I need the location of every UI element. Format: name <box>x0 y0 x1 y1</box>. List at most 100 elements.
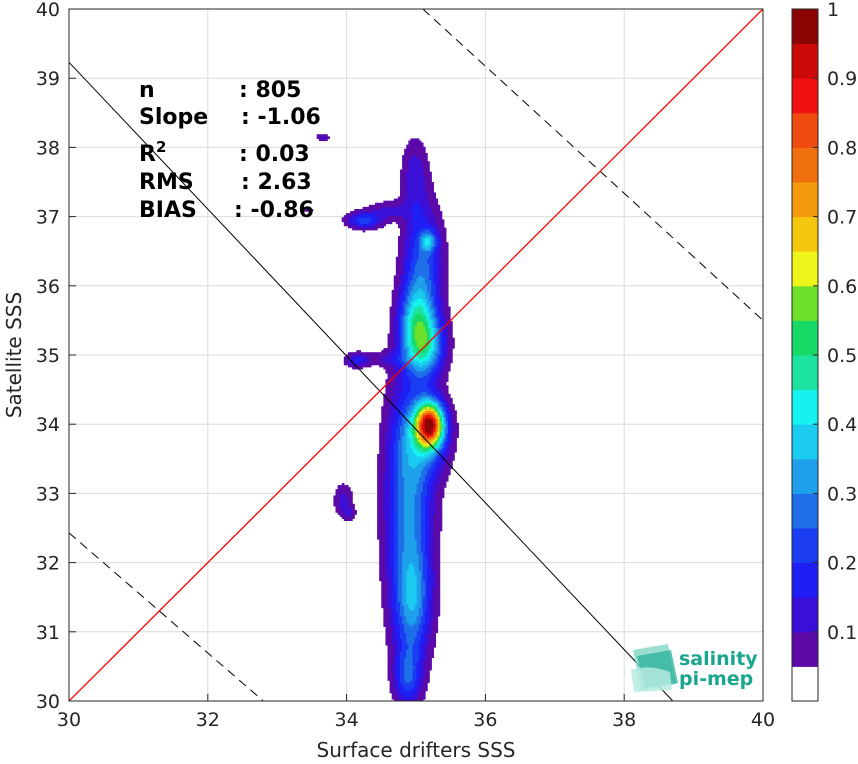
density-cell <box>406 179 409 183</box>
density-cell <box>410 242 414 245</box>
density-cell <box>412 456 416 459</box>
density-cell <box>387 443 391 447</box>
density-cell <box>408 364 412 368</box>
density-cell <box>402 177 405 181</box>
density-cell <box>383 555 387 559</box>
density-cell <box>402 319 405 322</box>
density-cell <box>383 613 387 617</box>
density-cell <box>402 408 405 411</box>
density-cell <box>416 335 420 339</box>
density-cell <box>377 202 380 206</box>
density-cell <box>389 472 393 476</box>
density-cell <box>397 688 401 692</box>
density-cell <box>400 402 403 405</box>
density-cell <box>406 597 409 600</box>
density-cell <box>406 642 409 646</box>
density-cell <box>400 327 403 330</box>
density-cell <box>354 215 357 218</box>
density-cell <box>416 169 420 173</box>
density-cell <box>404 593 407 596</box>
density-cell <box>414 659 418 663</box>
density-cell <box>397 354 401 357</box>
density-cell <box>404 368 407 372</box>
density-cell <box>416 647 420 650</box>
density-cell <box>400 586 403 590</box>
density-cell <box>402 605 405 609</box>
density-cell <box>385 485 389 488</box>
density-cell <box>408 148 412 152</box>
density-cell <box>410 686 414 690</box>
density-cell <box>416 148 420 152</box>
density-cell <box>385 586 389 590</box>
density-cell <box>391 202 395 206</box>
density-cell <box>406 574 409 578</box>
density-cell <box>420 626 424 629</box>
density-cell <box>416 422 420 426</box>
density-cell <box>395 590 399 594</box>
density-cell <box>416 190 420 193</box>
density-cell <box>402 227 405 231</box>
density-cell <box>408 231 412 235</box>
density-cell <box>397 302 401 306</box>
density-cell <box>383 439 387 443</box>
density-cell <box>400 206 403 210</box>
density-cell <box>404 671 407 675</box>
density-cell <box>416 260 420 264</box>
density-cell <box>408 615 412 619</box>
density-cell <box>406 487 409 490</box>
density-cell <box>393 620 397 623</box>
density-cell <box>393 364 397 368</box>
density-cell <box>416 418 420 422</box>
density-cell <box>418 630 422 634</box>
density-cell <box>395 696 399 700</box>
density-cell <box>410 163 414 166</box>
density-cell <box>406 410 409 414</box>
density-cell <box>410 491 414 494</box>
density-cell <box>393 671 397 675</box>
density-cell <box>337 485 341 488</box>
density-cell <box>387 200 391 204</box>
density-cell <box>379 516 382 519</box>
density-cell <box>404 310 407 314</box>
density-cell <box>418 258 422 262</box>
density-cell <box>383 497 387 501</box>
density-cell <box>391 362 395 366</box>
density-cell <box>397 296 401 299</box>
density-cell <box>389 549 393 553</box>
density-cell <box>400 341 403 345</box>
density-cell <box>393 451 397 455</box>
density-cell <box>402 638 405 642</box>
density-cell <box>343 223 347 227</box>
density-cell <box>414 304 418 308</box>
density-cell <box>397 248 401 252</box>
density-cell <box>406 453 409 457</box>
density-cell <box>414 348 418 351</box>
density-cell <box>418 414 422 418</box>
density-cell <box>414 607 418 611</box>
density-cell <box>404 155 407 158</box>
density-cell <box>366 352 370 355</box>
density-cell <box>416 306 420 310</box>
density-cell <box>404 213 407 216</box>
density-cell <box>397 659 401 663</box>
density-cell <box>383 219 387 223</box>
density-cell <box>400 277 403 281</box>
density-cell <box>393 341 397 345</box>
density-cell <box>395 414 399 418</box>
density-cell <box>408 362 412 366</box>
density-cell <box>412 148 416 152</box>
density-cell <box>402 483 405 486</box>
density-cell <box>385 501 389 505</box>
density-cell <box>395 532 399 536</box>
density-cell <box>397 235 401 239</box>
density-cell <box>356 221 359 225</box>
density-cell <box>379 539 382 542</box>
density-cell <box>406 613 409 617</box>
density-cell <box>418 175 422 179</box>
density-cell <box>385 487 389 490</box>
density-cell <box>408 188 412 191</box>
density-cell <box>416 462 420 465</box>
density-cell <box>370 354 374 357</box>
density-cell <box>404 518 407 521</box>
density-cell <box>420 676 424 679</box>
